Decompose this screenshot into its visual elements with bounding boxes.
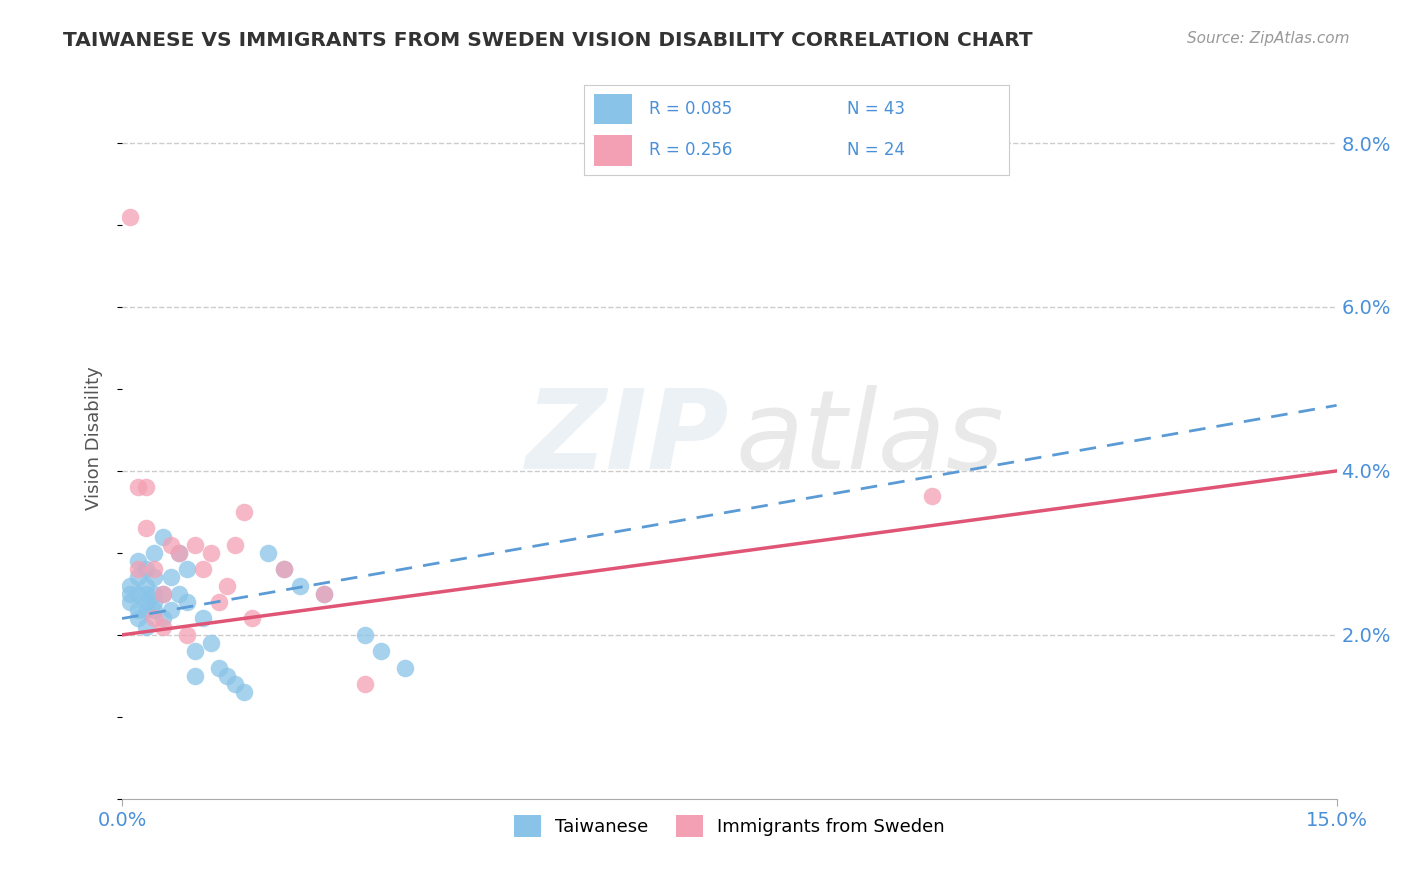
Point <box>184 644 207 658</box>
Point <box>217 579 239 593</box>
Point <box>370 644 392 658</box>
Point <box>184 538 207 552</box>
Point <box>135 620 157 634</box>
Point <box>143 587 166 601</box>
Point <box>127 480 149 494</box>
Point <box>152 587 174 601</box>
Point <box>921 489 943 503</box>
Point <box>224 677 246 691</box>
Point <box>120 587 142 601</box>
Point <box>273 562 295 576</box>
Point <box>120 595 142 609</box>
Point <box>232 685 254 699</box>
Point <box>191 611 214 625</box>
Point <box>135 603 157 617</box>
Point <box>143 562 166 576</box>
Point <box>394 661 416 675</box>
Point <box>135 587 157 601</box>
Point <box>135 562 157 576</box>
Legend: Taiwanese, Immigrants from Sweden: Taiwanese, Immigrants from Sweden <box>506 807 952 844</box>
Text: ZIP: ZIP <box>526 384 730 491</box>
Point <box>152 587 174 601</box>
Point <box>135 595 157 609</box>
Point <box>152 611 174 625</box>
Point <box>176 628 198 642</box>
Point <box>176 562 198 576</box>
Point <box>290 579 312 593</box>
Point <box>184 669 207 683</box>
Point <box>354 677 377 691</box>
Point <box>314 587 336 601</box>
Y-axis label: Vision Disability: Vision Disability <box>86 367 103 510</box>
Point <box>143 603 166 617</box>
Point <box>120 579 142 593</box>
Point <box>200 636 222 650</box>
Point <box>217 669 239 683</box>
Point <box>120 210 142 224</box>
Point <box>200 546 222 560</box>
Point <box>143 595 166 609</box>
Point <box>191 562 214 576</box>
Point <box>240 611 263 625</box>
Point <box>152 620 174 634</box>
Point <box>354 628 377 642</box>
Point <box>167 546 190 560</box>
Point <box>224 538 246 552</box>
Point <box>127 570 149 584</box>
Point <box>273 562 295 576</box>
Point <box>159 603 181 617</box>
Point <box>143 611 166 625</box>
Point <box>127 554 149 568</box>
Point <box>143 570 166 584</box>
Point <box>167 546 190 560</box>
Point <box>127 611 149 625</box>
Point <box>167 587 190 601</box>
Text: atlas: atlas <box>735 384 1004 491</box>
Point <box>143 546 166 560</box>
Point <box>127 587 149 601</box>
Point <box>208 595 231 609</box>
Point <box>256 546 278 560</box>
Point <box>127 562 149 576</box>
Point <box>127 603 149 617</box>
Text: Source: ZipAtlas.com: Source: ZipAtlas.com <box>1187 31 1350 46</box>
Point <box>314 587 336 601</box>
Point <box>176 595 198 609</box>
Point <box>232 505 254 519</box>
Text: TAIWANESE VS IMMIGRANTS FROM SWEDEN VISION DISABILITY CORRELATION CHART: TAIWANESE VS IMMIGRANTS FROM SWEDEN VISI… <box>63 31 1033 50</box>
Point <box>135 480 157 494</box>
Point <box>208 661 231 675</box>
Point <box>159 538 181 552</box>
Point <box>159 570 181 584</box>
Point <box>135 579 157 593</box>
Point <box>135 521 157 535</box>
Point <box>152 529 174 543</box>
